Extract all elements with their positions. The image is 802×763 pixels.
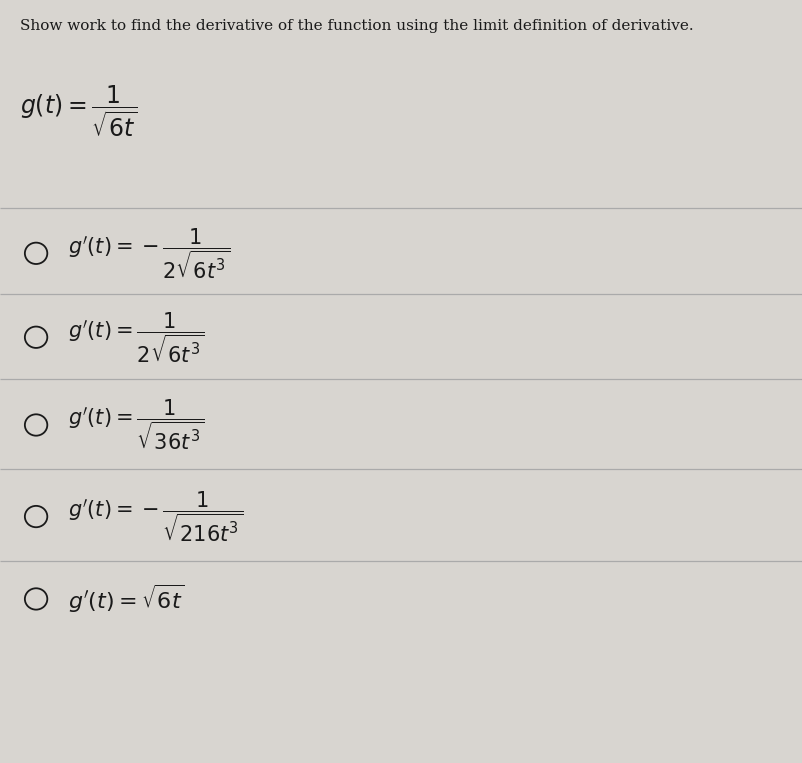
Text: $g'(t) = \sqrt{6t}$: $g'(t) = \sqrt{6t}$ bbox=[68, 583, 184, 615]
Text: Show work to find the derivative of the function using the limit definition of d: Show work to find the derivative of the … bbox=[20, 19, 694, 33]
Text: $g'(t) = -\dfrac{1}{2\sqrt{6t^3}}$: $g'(t) = -\dfrac{1}{2\sqrt{6t^3}}$ bbox=[68, 226, 230, 281]
Text: $g'(t) = \dfrac{1}{\sqrt{36t^3}}$: $g'(t) = \dfrac{1}{\sqrt{36t^3}}$ bbox=[68, 398, 205, 452]
Text: $g'(t) = -\dfrac{1}{\sqrt{216t^3}}$: $g'(t) = -\dfrac{1}{\sqrt{216t^3}}$ bbox=[68, 490, 244, 543]
Text: $g(t) = \dfrac{1}{\sqrt{6t}}$: $g(t) = \dfrac{1}{\sqrt{6t}}$ bbox=[20, 82, 138, 139]
Text: $g'(t) = \dfrac{1}{2\sqrt{6t^3}}$: $g'(t) = \dfrac{1}{2\sqrt{6t^3}}$ bbox=[68, 310, 205, 365]
